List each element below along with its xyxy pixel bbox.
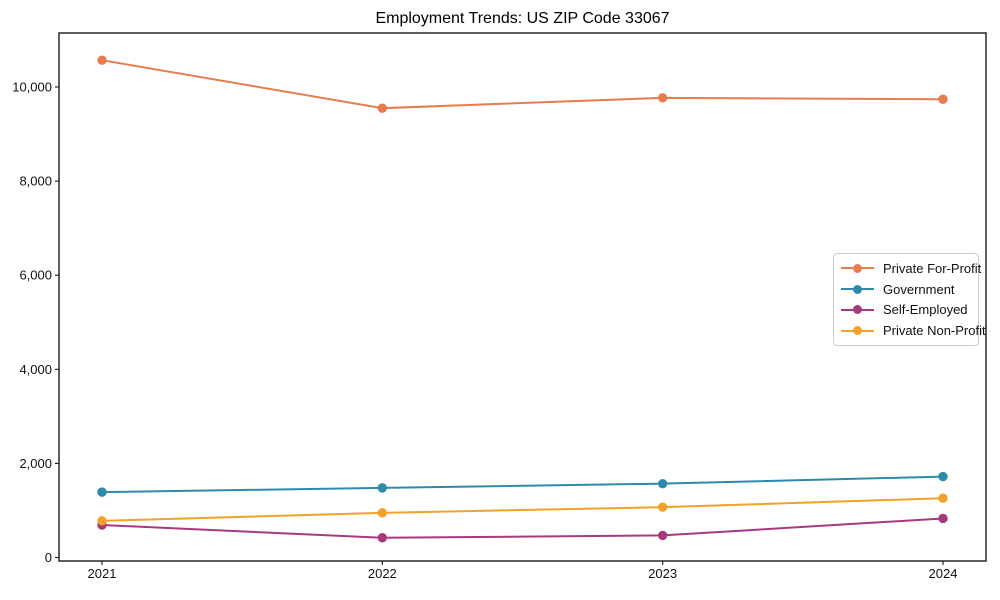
- series-point: [657, 478, 668, 489]
- series-point: [377, 533, 388, 543]
- series-point: [97, 516, 107, 526]
- plot-border: [58, 32, 987, 562]
- legend-label: Private For-Profit: [883, 260, 982, 276]
- legend-marker: [841, 284, 874, 294]
- y-tick-label: 8,000: [19, 174, 52, 189]
- x-tick-label: 2023: [648, 566, 677, 581]
- series-point: [938, 513, 948, 524]
- chart-title: Employment Trends: US ZIP Code 33067: [375, 10, 670, 27]
- series-point: [938, 94, 948, 104]
- legend-item: Private Non-Profit: [841, 321, 986, 341]
- series-point: [377, 483, 388, 493]
- series-line: [101, 517, 944, 539]
- y-tick-label: 2,000: [19, 456, 52, 471]
- legend-marker: [841, 263, 874, 273]
- series-point: [377, 103, 388, 113]
- legend-item: Private For-Profit: [841, 258, 981, 278]
- legend-label: Government: [883, 281, 955, 297]
- y-tick-label: 4,000: [19, 362, 52, 377]
- series-point: [97, 55, 107, 65]
- series-point: [657, 502, 668, 512]
- chart-legend: Private For-Profit Government Self-Emplo…: [833, 253, 986, 346]
- series-line: [101, 59, 944, 110]
- y-tick-label: 0: [45, 550, 52, 565]
- legend-marker: [841, 326, 874, 336]
- series-point: [938, 471, 948, 482]
- series-point: [97, 487, 107, 497]
- series-line: [101, 475, 944, 494]
- y-tick-label: 6,000: [19, 268, 52, 283]
- series-point: [938, 493, 948, 503]
- x-tick-label: 2022: [368, 566, 397, 581]
- series-line: [101, 497, 944, 522]
- legend-item: Government: [841, 279, 972, 299]
- legend-item: Self-Employed: [841, 300, 972, 320]
- series-point: [657, 93, 668, 103]
- x-tick-label: 2021: [88, 566, 117, 581]
- x-tick-label: 2024: [929, 566, 958, 581]
- legend-label: Self-Employed: [883, 302, 968, 318]
- y-tick-label: 10,000: [12, 80, 52, 95]
- legend-label: Private Non-Profit: [883, 323, 986, 339]
- legend-marker: [841, 305, 874, 315]
- series-point: [377, 508, 388, 518]
- series-point: [657, 530, 668, 541]
